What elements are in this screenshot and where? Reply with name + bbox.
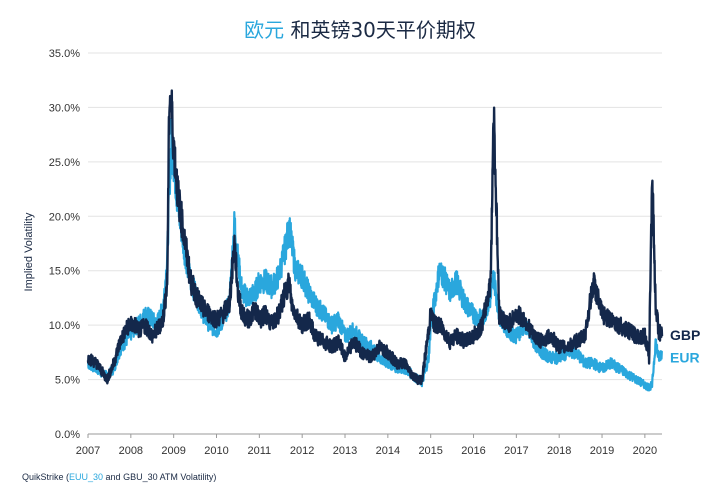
x-tick-label: 2018 — [547, 445, 571, 457]
y-tick-label: 30.0% — [49, 102, 80, 114]
source-note-suffix: and GBU_30 ATM Volatility) — [103, 472, 217, 482]
source-note-highlight: EUU_30 — [69, 472, 104, 482]
y-tick-label: 25.0% — [49, 157, 80, 169]
y-tick-label: 0.0% — [55, 429, 80, 441]
y-tick-label: 5.0% — [55, 375, 80, 387]
series-line-gbp — [86, 89, 664, 386]
legend-layer: GBP EUR — [670, 327, 700, 365]
x-tick-label: 2009 — [161, 445, 185, 457]
y-tick-label: 10.0% — [49, 320, 80, 332]
x-tick-label: 2017 — [504, 445, 528, 457]
x-tick-label: 2013 — [333, 445, 357, 457]
x-tick-label: 2012 — [290, 445, 314, 457]
y-tick-label: 35.0% — [49, 48, 80, 60]
chart-title-highlight: 欧元 — [244, 18, 285, 42]
x-tick-label: 2007 — [76, 445, 100, 457]
y-axis-title: Implied Volatility — [23, 212, 35, 291]
x-tick-label: 2019 — [590, 445, 614, 457]
legend-label-eur: EUR — [670, 349, 700, 365]
x-tick-label: 2016 — [461, 445, 485, 457]
x-tick-label: 2014 — [376, 445, 400, 457]
legend-label-gbp: GBP — [670, 327, 700, 343]
axis-layer: 0.0% 5.0% 10.0% 15.0% 20.0% 25.0% 30.0% 35.0% 20… — [49, 48, 657, 457]
chart-title: 欧元 和英镑30天平价期权 — [0, 14, 720, 43]
x-tick-label: 2015 — [418, 445, 442, 457]
chart-title-rest: 和英镑30天平价期权 — [284, 18, 476, 42]
source-note-prefix: QuikStrike ( — [22, 472, 70, 482]
x-tick-label: 2020 — [633, 445, 657, 457]
grid-layer — [88, 52, 662, 435]
x-tick-label: 2008 — [119, 445, 143, 457]
series-layer — [86, 89, 664, 392]
x-tick-label: 2011 — [248, 445, 272, 457]
y-tick-label: 15.0% — [49, 266, 80, 278]
x-tick-label: 2010 — [204, 445, 228, 457]
y-tick-label: 20.0% — [49, 211, 80, 223]
source-note: QuikStrike (EUU_30 and GBU_30 ATM Volati… — [22, 472, 216, 482]
